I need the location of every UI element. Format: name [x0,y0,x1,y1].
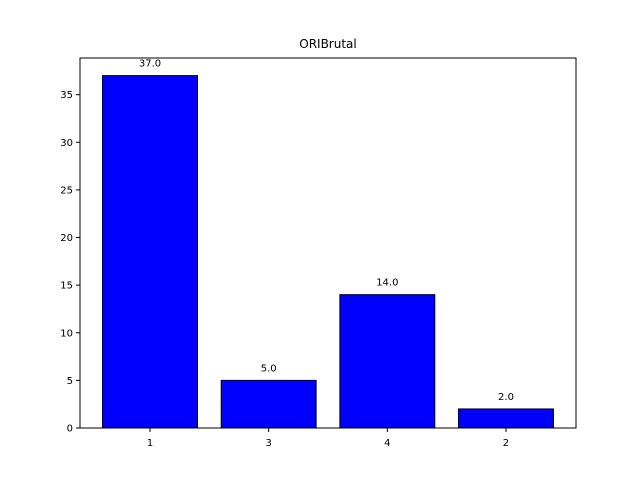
data-label-4: 14.0 [376,278,398,289]
y-tick-label-15: 15 [60,281,73,292]
data-label-2: 2.0 [498,392,514,403]
data-label-3: 5.0 [261,363,277,374]
bar-1 [102,75,198,429]
axes-frame [79,57,577,429]
y-tick-label-10: 10 [60,328,73,339]
x-tick-label-3: 3 [265,438,271,449]
x-tick-label-1: 1 [147,438,153,449]
y-tick-label-30: 30 [60,138,73,149]
chart-title: ORIBrutal [299,37,357,51]
y-tick-label-25: 25 [60,185,73,196]
y-tick-label-5: 5 [67,376,73,387]
y-tick-label-20: 20 [60,233,73,244]
x-tick-label-2: 2 [503,438,509,449]
y-tick-label-0: 0 [67,424,73,435]
bar-2 [458,408,554,429]
bar-3 [220,379,317,429]
x-tick-label-4: 4 [384,438,390,449]
data-label-1: 37.0 [139,59,161,70]
bar-4 [339,294,436,429]
y-tick-label-35: 35 [60,90,73,101]
